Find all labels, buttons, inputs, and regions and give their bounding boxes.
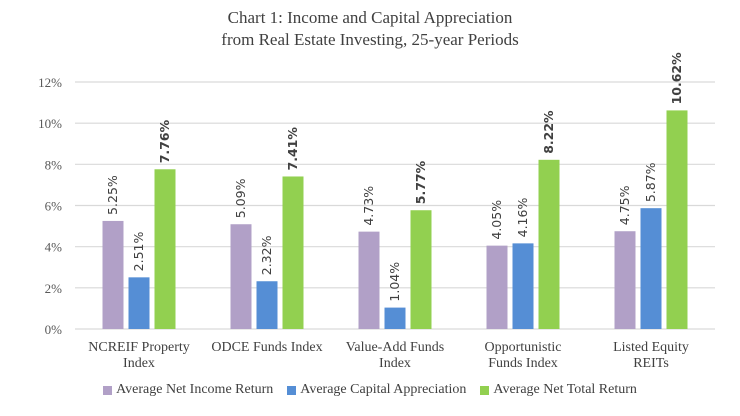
x-tick-label: Index	[123, 356, 155, 371]
legend-item: Average Net Income Return	[103, 382, 273, 398]
x-tick-label: Value-Add Funds	[346, 340, 444, 355]
data-label: 7.76%	[157, 119, 172, 163]
data-label: 5.25%	[105, 175, 120, 215]
legend-label: Average Net Total Return	[493, 382, 637, 397]
bar	[154, 169, 176, 329]
x-tick-label: Listed Equity	[613, 340, 689, 355]
data-label: 2.51%	[131, 232, 146, 272]
data-label: 8.22%	[541, 110, 556, 154]
bar	[128, 277, 150, 329]
x-tick-label: Funds Index	[488, 356, 558, 371]
bar	[614, 231, 636, 329]
bar	[256, 281, 278, 329]
bar	[486, 245, 508, 329]
bar	[410, 210, 432, 329]
chart-title-line1: Chart 1: Income and Capital Appreciation	[227, 8, 513, 27]
bar	[358, 231, 380, 329]
x-tick-label: ODCE Funds Index	[211, 340, 322, 355]
data-label: 5.87%	[643, 162, 658, 202]
chart-title-line2: from Real Estate Investing, 25-year Peri…	[221, 30, 519, 49]
data-label: 4.73%	[361, 186, 376, 226]
y-tick-label: 12%	[38, 75, 62, 90]
data-label: 4.05%	[489, 200, 504, 240]
legend-item: Average Net Total Return	[480, 382, 637, 398]
data-label: 4.16%	[515, 198, 530, 238]
x-tick-label: REITs	[633, 356, 669, 371]
legend-label: Average Capital Appreciation	[300, 382, 467, 397]
bar	[282, 176, 304, 329]
bar	[538, 159, 560, 329]
legend-item: Average Capital Appreciation	[287, 382, 466, 398]
data-label: 1.04%	[387, 262, 402, 302]
legend-swatch	[287, 385, 297, 395]
bar	[640, 208, 662, 329]
data-label: 4.75%	[617, 185, 632, 225]
bar	[384, 307, 406, 329]
y-tick-label: 0%	[45, 322, 63, 337]
data-label: 2.32%	[259, 235, 274, 275]
x-tick-label: Opportunistic	[485, 340, 562, 355]
legend-swatch	[480, 385, 490, 395]
y-tick-label: 8%	[45, 157, 63, 172]
y-tick-label: 10%	[38, 116, 62, 131]
x-tick-label: Index	[379, 356, 411, 371]
legend: Average Net Income Return Average Capital…	[0, 382, 740, 398]
x-tick-label: NCREIF Property	[88, 340, 190, 355]
bar	[512, 243, 534, 329]
y-tick-label: 6%	[45, 199, 63, 214]
legend-label: Average Net Income Return	[116, 382, 274, 397]
data-label: 7.41%	[285, 127, 300, 171]
bar	[102, 220, 124, 329]
legend-swatch	[103, 385, 113, 395]
data-label: 5.77%	[413, 160, 428, 204]
data-label: 10.62%	[669, 52, 684, 105]
y-tick-label: 2%	[45, 281, 63, 296]
data-label: 5.09%	[233, 178, 248, 218]
bar	[666, 110, 688, 329]
bar	[230, 224, 252, 329]
y-tick-label: 4%	[45, 240, 63, 255]
